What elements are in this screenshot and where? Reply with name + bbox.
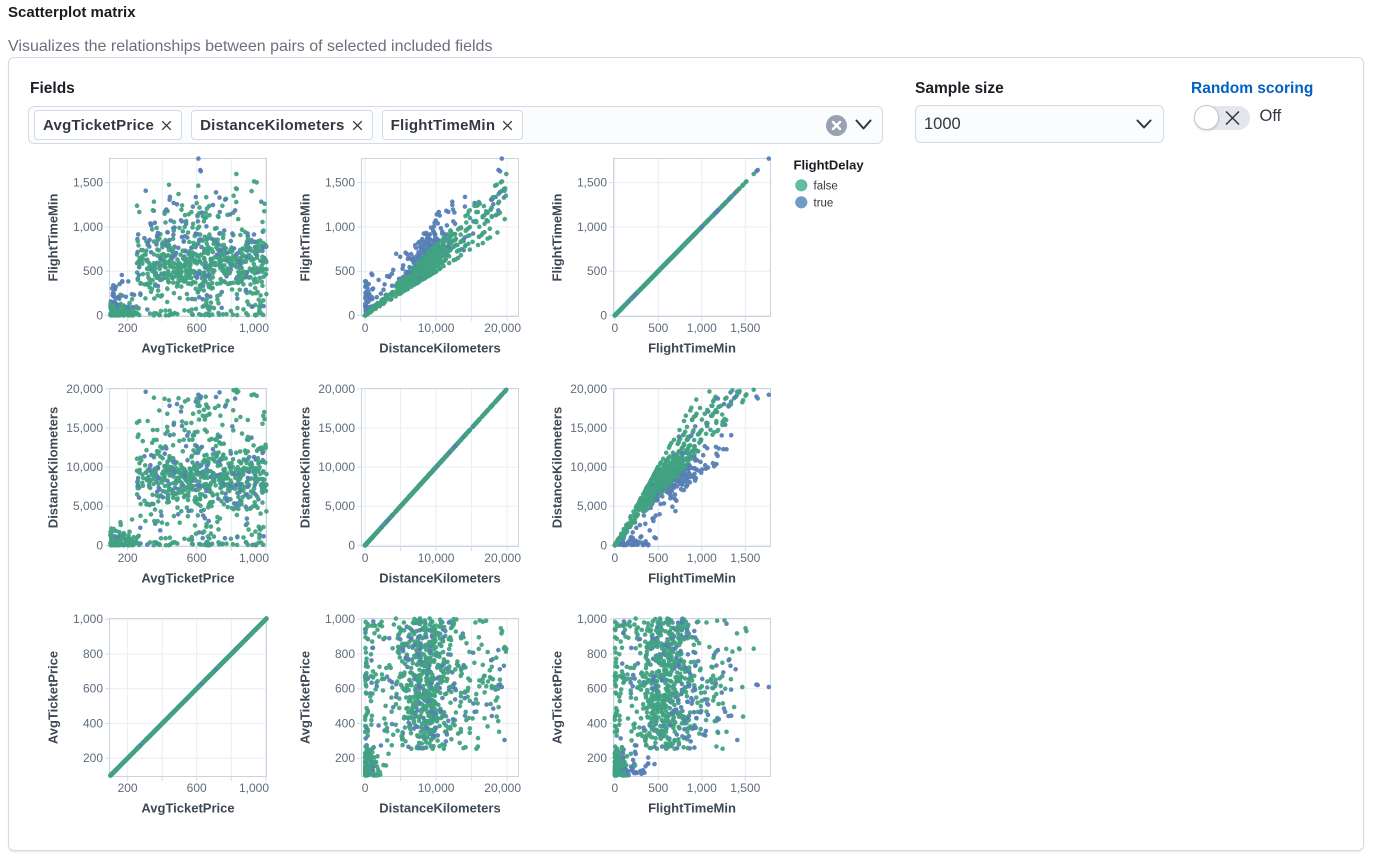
svg-text:1,500: 1,500 xyxy=(730,321,760,335)
svg-text:200: 200 xyxy=(587,751,607,765)
svg-text:10,000: 10,000 xyxy=(418,551,455,565)
svg-text:500: 500 xyxy=(648,781,668,795)
svg-text:20,000: 20,000 xyxy=(570,382,607,396)
svg-text:1,000: 1,000 xyxy=(325,612,355,626)
svg-text:600: 600 xyxy=(187,321,207,335)
svg-text:20,000: 20,000 xyxy=(484,551,521,565)
svg-text:0: 0 xyxy=(96,308,103,322)
svg-text:DistanceKilometers: DistanceKilometers xyxy=(379,341,500,356)
svg-text:DistanceKilometers: DistanceKilometers xyxy=(550,407,565,528)
svg-text:15,000: 15,000 xyxy=(570,421,607,435)
svg-text:FlightTimeMin: FlightTimeMin xyxy=(648,571,736,586)
svg-text:1,000: 1,000 xyxy=(325,220,355,234)
svg-text:600: 600 xyxy=(83,682,103,696)
svg-text:0: 0 xyxy=(611,321,618,335)
svg-text:10,000: 10,000 xyxy=(418,781,455,795)
svg-text:20,000: 20,000 xyxy=(484,781,521,795)
svg-text:10,000: 10,000 xyxy=(66,460,103,474)
svg-text:20,000: 20,000 xyxy=(66,382,103,396)
svg-text:1,500: 1,500 xyxy=(325,176,355,190)
svg-text:AvgTicketPrice: AvgTicketPrice xyxy=(141,341,234,356)
svg-text:AvgTicketPrice: AvgTicketPrice xyxy=(141,801,234,816)
svg-text:1,000: 1,000 xyxy=(73,612,103,626)
svg-text:0: 0 xyxy=(348,538,355,552)
svg-text:1,000: 1,000 xyxy=(687,551,717,565)
svg-text:500: 500 xyxy=(648,321,668,335)
svg-text:1,000: 1,000 xyxy=(239,781,269,795)
svg-text:1,500: 1,500 xyxy=(73,176,103,190)
svg-text:true: true xyxy=(814,197,834,209)
svg-text:0: 0 xyxy=(611,781,618,795)
svg-text:5,000: 5,000 xyxy=(325,499,355,513)
svg-text:500: 500 xyxy=(83,264,103,278)
svg-text:0: 0 xyxy=(362,781,369,795)
svg-text:600: 600 xyxy=(335,682,355,696)
svg-text:AvgTicketPrice: AvgTicketPrice xyxy=(141,571,234,586)
svg-text:800: 800 xyxy=(587,647,607,661)
svg-text:1,000: 1,000 xyxy=(577,612,607,626)
svg-text:0: 0 xyxy=(362,551,369,565)
svg-text:500: 500 xyxy=(587,264,607,278)
svg-text:400: 400 xyxy=(587,717,607,731)
svg-text:1,000: 1,000 xyxy=(239,321,269,335)
svg-text:20,000: 20,000 xyxy=(484,321,521,335)
svg-text:DistanceKilometers: DistanceKilometers xyxy=(298,407,313,528)
svg-text:200: 200 xyxy=(335,751,355,765)
svg-text:600: 600 xyxy=(187,551,207,565)
svg-text:0: 0 xyxy=(611,551,618,565)
svg-text:10,000: 10,000 xyxy=(318,460,355,474)
svg-text:1,500: 1,500 xyxy=(730,551,760,565)
svg-text:FlightTimeMin: FlightTimeMin xyxy=(648,801,736,816)
svg-text:800: 800 xyxy=(83,647,103,661)
svg-text:200: 200 xyxy=(118,321,138,335)
svg-text:600: 600 xyxy=(587,682,607,696)
svg-text:5,000: 5,000 xyxy=(73,499,103,513)
svg-text:500: 500 xyxy=(648,551,668,565)
svg-text:20,000: 20,000 xyxy=(318,382,355,396)
svg-text:AvgTicketPrice: AvgTicketPrice xyxy=(46,651,61,744)
svg-text:DistanceKilometers: DistanceKilometers xyxy=(46,407,61,528)
svg-text:600: 600 xyxy=(187,781,207,795)
svg-text:FlightTimeMin: FlightTimeMin xyxy=(298,194,313,282)
svg-text:400: 400 xyxy=(83,717,103,731)
svg-text:AvgTicketPrice: AvgTicketPrice xyxy=(550,651,565,744)
svg-text:DistanceKilometers: DistanceKilometers xyxy=(379,571,500,586)
svg-text:false: false xyxy=(814,180,838,192)
svg-text:DistanceKilometers: DistanceKilometers xyxy=(379,801,500,816)
svg-text:0: 0 xyxy=(600,538,607,552)
svg-text:0: 0 xyxy=(600,308,607,322)
svg-text:800: 800 xyxy=(335,647,355,661)
svg-text:200: 200 xyxy=(118,551,138,565)
svg-text:1,000: 1,000 xyxy=(577,220,607,234)
svg-text:FlightDelay: FlightDelay xyxy=(794,158,865,173)
svg-text:200: 200 xyxy=(118,781,138,795)
svg-text:FlightTimeMin: FlightTimeMin xyxy=(46,194,61,282)
svg-text:15,000: 15,000 xyxy=(318,421,355,435)
svg-text:1,500: 1,500 xyxy=(730,781,760,795)
svg-text:10,000: 10,000 xyxy=(570,460,607,474)
svg-text:500: 500 xyxy=(335,264,355,278)
svg-text:0: 0 xyxy=(362,321,369,335)
svg-text:1,000: 1,000 xyxy=(239,551,269,565)
svg-text:5,000: 5,000 xyxy=(577,499,607,513)
svg-text:15,000: 15,000 xyxy=(66,421,103,435)
svg-text:0: 0 xyxy=(348,308,355,322)
svg-text:400: 400 xyxy=(335,717,355,731)
svg-text:10,000: 10,000 xyxy=(418,321,455,335)
svg-text:1,500: 1,500 xyxy=(577,176,607,190)
svg-text:0: 0 xyxy=(96,538,103,552)
svg-text:200: 200 xyxy=(83,751,103,765)
svg-text:FlightTimeMin: FlightTimeMin xyxy=(648,341,736,356)
svg-text:FlightTimeMin: FlightTimeMin xyxy=(550,194,565,282)
svg-text:1,000: 1,000 xyxy=(73,220,103,234)
svg-text:AvgTicketPrice: AvgTicketPrice xyxy=(298,651,313,744)
svg-text:1,000: 1,000 xyxy=(687,321,717,335)
svg-text:1,000: 1,000 xyxy=(687,781,717,795)
